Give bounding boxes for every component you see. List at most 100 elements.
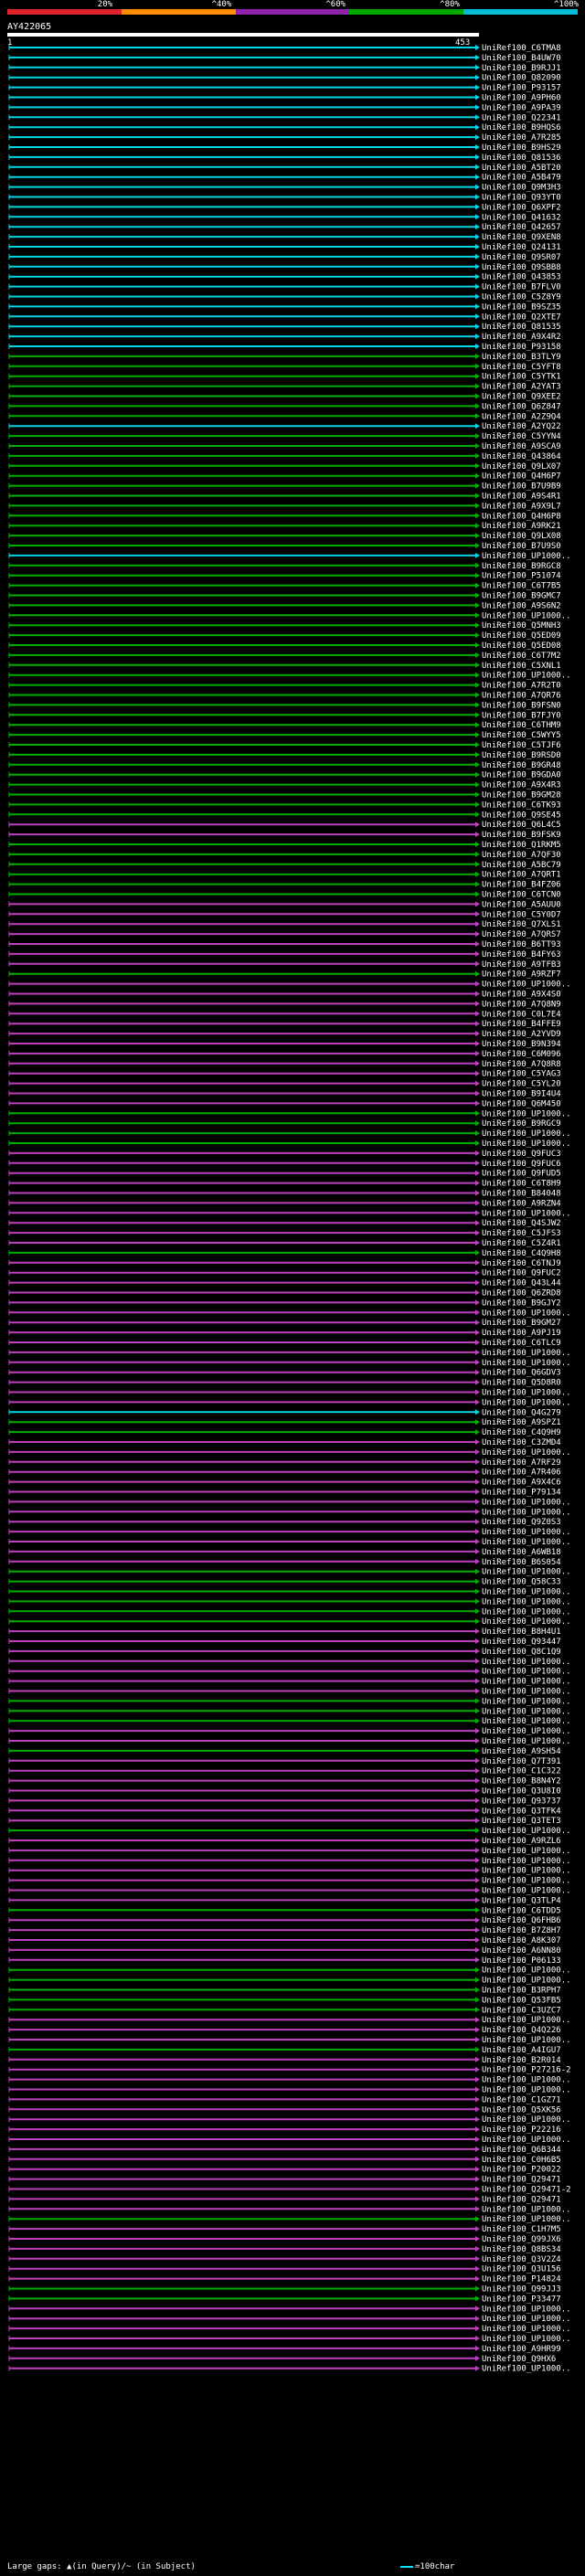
hit-row[interactable]: UniRef100_Q9LX07 bbox=[8, 462, 561, 472]
hit-row[interactable]: UniRef100_A6WB18 bbox=[8, 1548, 561, 1557]
hit-label[interactable]: UniRef100_C1GZ71 bbox=[482, 2095, 561, 2104]
hit-label[interactable]: UniRef100_B9RGC8 bbox=[482, 562, 561, 571]
hit-row[interactable]: UniRef100_B3RPH7 bbox=[8, 1987, 561, 1996]
hit-label[interactable]: UniRef100_A6WB18 bbox=[482, 1548, 561, 1557]
hit-row[interactable]: UniRef100_Q6XPF2 bbox=[8, 203, 561, 212]
hit-row[interactable]: UniRef100_B9I4U4 bbox=[8, 1090, 561, 1099]
hit-label[interactable]: UniRef100_A7RF29 bbox=[482, 1458, 561, 1468]
hit-row[interactable]: UniRef100_A9PJ19 bbox=[8, 1329, 561, 1338]
hit-row[interactable]: UniRef100_A9S6N2 bbox=[8, 601, 561, 610]
hit-row[interactable]: UniRef100_UP1000.. bbox=[8, 1867, 571, 1876]
hit-row[interactable]: UniRef100_Q6ZRD8 bbox=[8, 1289, 561, 1299]
hit-label[interactable]: UniRef100_UP1000.. bbox=[482, 1607, 571, 1617]
hit-row[interactable]: UniRef100_A7RF29 bbox=[8, 1458, 561, 1468]
hit-row[interactable]: UniRef100_Q3TET3 bbox=[8, 1817, 561, 1826]
hit-row[interactable]: UniRef100_Q9FUC6 bbox=[8, 1160, 561, 1169]
hit-row[interactable]: UniRef100_UP1000.. bbox=[8, 981, 571, 990]
hit-row[interactable]: UniRef100_B9SZ35 bbox=[8, 302, 561, 312]
hit-row[interactable]: UniRef100_P33477 bbox=[8, 2295, 561, 2304]
hit-row[interactable]: UniRef100_P06133 bbox=[8, 1956, 561, 1966]
hit-label[interactable]: UniRef100_Q9M3H3 bbox=[482, 184, 561, 193]
hit-label[interactable]: UniRef100_UP1000.. bbox=[482, 2215, 571, 2224]
hit-row[interactable]: UniRef100_P51074 bbox=[8, 572, 561, 581]
hit-label[interactable]: UniRef100_Q7T391 bbox=[482, 1757, 561, 1766]
hit-label[interactable]: UniRef100_UP1000.. bbox=[482, 2086, 571, 2095]
hit-label[interactable]: UniRef100_B9HQS6 bbox=[482, 123, 561, 133]
hit-row[interactable]: UniRef100_UP1000.. bbox=[8, 1887, 571, 1896]
hit-row[interactable]: UniRef100_Q58C33 bbox=[8, 1578, 561, 1587]
hit-row[interactable]: UniRef100_UP1000.. bbox=[8, 1727, 571, 1736]
hit-label[interactable]: UniRef100_Q6XPF2 bbox=[482, 203, 561, 212]
hit-label[interactable]: UniRef100_UP1000.. bbox=[482, 1389, 571, 1398]
hit-row[interactable]: UniRef100_A2YQ22 bbox=[8, 422, 561, 431]
hit-label[interactable]: UniRef100_C6TNJ9 bbox=[482, 1259, 561, 1268]
hit-row[interactable]: UniRef100_Q8C1Q9 bbox=[8, 1648, 561, 1657]
hit-label[interactable]: UniRef100_P79134 bbox=[482, 1489, 561, 1498]
hit-row[interactable]: UniRef100_C6T8H9 bbox=[8, 1180, 561, 1189]
hit-row[interactable]: UniRef100_UP1000.. bbox=[8, 1528, 571, 1537]
hit-label[interactable]: UniRef100_A7QR76 bbox=[482, 692, 561, 701]
hit-label[interactable]: UniRef100_Q29471 bbox=[482, 2176, 561, 2185]
hit-row[interactable]: UniRef100_Q5MNH3 bbox=[8, 621, 561, 631]
hit-label[interactable]: UniRef100_UP1000.. bbox=[482, 2305, 571, 2314]
hit-row[interactable]: UniRef100_Q4G279 bbox=[8, 1408, 561, 1417]
hit-row[interactable]: UniRef100_Q29471 bbox=[8, 2176, 561, 2185]
hit-row[interactable]: UniRef100_C5Z8Y9 bbox=[8, 293, 561, 302]
hit-row[interactable]: UniRef100_B4FZ06 bbox=[8, 881, 561, 890]
hit-label[interactable]: UniRef100_A5AUU0 bbox=[482, 900, 561, 909]
hit-label[interactable]: UniRef100_UP1000.. bbox=[482, 2076, 571, 2085]
hit-label[interactable]: UniRef100_A9X4R2 bbox=[482, 333, 561, 342]
hit-label[interactable]: UniRef100_Q9Z0S3 bbox=[482, 1518, 561, 1527]
hit-row[interactable]: UniRef100_UP1000.. bbox=[8, 2215, 571, 2224]
hit-row[interactable]: UniRef100_C4Q9H8 bbox=[8, 1249, 561, 1258]
hit-row[interactable]: UniRef100_C5YAG3 bbox=[8, 1070, 561, 1079]
hit-label[interactable]: UniRef100_B9RJJ1 bbox=[482, 64, 561, 73]
hit-row[interactable]: UniRef100_B84048 bbox=[8, 1190, 561, 1199]
hit-label[interactable]: UniRef100_Q3TLP4 bbox=[482, 1896, 561, 1905]
hit-row[interactable]: UniRef100_Q3TFK4 bbox=[8, 1807, 561, 1816]
hit-label[interactable]: UniRef100_Q3TFK4 bbox=[482, 1807, 561, 1816]
hit-row[interactable]: UniRef100_Q6B344 bbox=[8, 2146, 561, 2155]
hit-label[interactable]: UniRef100_UP1000.. bbox=[482, 1857, 571, 1866]
hit-row[interactable]: UniRef100_C6TCN0 bbox=[8, 891, 561, 900]
hit-row[interactable]: UniRef100_C1GZ71 bbox=[8, 2095, 561, 2104]
hit-label[interactable]: UniRef100_UP1000.. bbox=[482, 2315, 571, 2324]
hit-row[interactable]: UniRef100_UP1000.. bbox=[8, 1617, 571, 1627]
hit-label[interactable]: UniRef100_C5WYY5 bbox=[482, 731, 561, 740]
hit-label[interactable]: UniRef100_B7U9B9 bbox=[482, 482, 561, 492]
hit-row[interactable]: UniRef100_UP1000.. bbox=[8, 1658, 571, 1667]
hit-row[interactable]: UniRef100_UP1000.. bbox=[8, 2115, 571, 2125]
hit-label[interactable]: UniRef100_C6TMA8 bbox=[482, 44, 561, 53]
hit-label[interactable]: UniRef100_Q81535 bbox=[482, 323, 561, 332]
hit-label[interactable]: UniRef100_B9HS29 bbox=[482, 143, 561, 153]
hit-label[interactable]: UniRef100_Q93447 bbox=[482, 1638, 561, 1647]
hit-label[interactable]: UniRef100_B84048 bbox=[482, 1190, 561, 1199]
hit-row[interactable]: UniRef100_C5XNL1 bbox=[8, 662, 561, 671]
hit-row[interactable]: UniRef100_UP1000.. bbox=[8, 1607, 571, 1617]
hit-label[interactable]: UniRef100_Q9LX08 bbox=[482, 532, 561, 541]
hit-row[interactable]: UniRef100_Q81536 bbox=[8, 154, 561, 163]
hit-row[interactable]: UniRef100_A9X9L7 bbox=[8, 502, 561, 511]
hit-label[interactable]: UniRef100_A2YAT3 bbox=[482, 383, 561, 392]
hit-row[interactable]: UniRef100_Q4Q226 bbox=[8, 2026, 561, 2035]
hit-label[interactable]: UniRef100_UP1000.. bbox=[482, 1588, 571, 1597]
hit-label[interactable]: UniRef100_B9GM28 bbox=[482, 791, 561, 800]
hit-label[interactable]: UniRef100_P22216 bbox=[482, 2125, 561, 2135]
hit-label[interactable]: UniRef100_UP1000.. bbox=[482, 1867, 571, 1876]
hit-label[interactable]: UniRef100_Q43853 bbox=[482, 273, 561, 282]
hit-row[interactable]: UniRef100_A2YVD9 bbox=[8, 1030, 561, 1039]
hit-label[interactable]: UniRef100_C0H6B5 bbox=[482, 2156, 561, 2165]
hit-label[interactable]: UniRef100_C6T7B5 bbox=[482, 582, 561, 591]
hit-label[interactable]: UniRef100_Q5D8R0 bbox=[482, 1379, 561, 1388]
hit-row[interactable]: UniRef100_A9PH60 bbox=[8, 94, 561, 103]
hit-label[interactable]: UniRef100_C5TJF6 bbox=[482, 741, 561, 750]
hit-label[interactable]: UniRef100_P33477 bbox=[482, 2295, 561, 2304]
hit-label[interactable]: UniRef100_C6TCN0 bbox=[482, 891, 561, 900]
hit-row[interactable]: UniRef100_C6T7B5 bbox=[8, 582, 561, 591]
hit-row[interactable]: UniRef100_A7Q8N9 bbox=[8, 1000, 561, 1009]
hit-row[interactable]: UniRef100_A2YAT3 bbox=[8, 383, 561, 392]
hit-label[interactable]: UniRef100_Q6ZRD8 bbox=[482, 1289, 561, 1299]
hit-label[interactable]: UniRef100_Q93YT0 bbox=[482, 194, 561, 203]
hit-row[interactable]: UniRef100_UP1000.. bbox=[8, 1538, 571, 1547]
hit-label[interactable]: UniRef100_A9RZN4 bbox=[482, 1199, 561, 1208]
